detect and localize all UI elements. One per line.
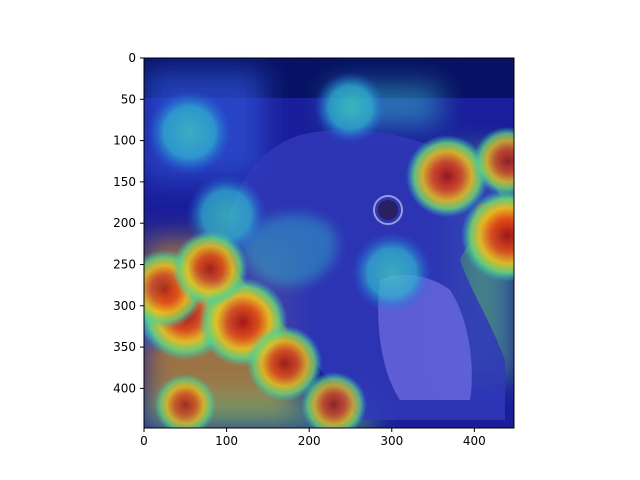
hotspot-6	[405, 134, 489, 218]
hotspot-7	[473, 126, 514, 196]
x-axis: 0 100 200 300 400	[140, 428, 486, 448]
y-axis: 0 50 100 150 200 250 300 350 400	[113, 51, 144, 395]
bird-eye-ring	[373, 195, 403, 225]
hotspot-4	[172, 230, 248, 307]
x-tick-label: 0	[140, 434, 148, 448]
y-tick-label: 250	[113, 257, 136, 271]
plot-area	[144, 58, 514, 428]
y-tick-label: 400	[113, 381, 136, 395]
cool-region-3	[314, 71, 387, 144]
plot-frame	[143, 57, 515, 429]
x-tick-label: 100	[215, 434, 238, 448]
x-tick-label: 400	[463, 434, 486, 448]
hotspot-8	[301, 372, 367, 428]
y-tick-label: 200	[113, 216, 136, 230]
x-tick-label: 300	[380, 434, 403, 448]
y-tick-label: 0	[128, 51, 136, 65]
cool-region-0	[146, 89, 233, 176]
bird-cheek-cyan	[240, 214, 337, 286]
cool-region-1	[351, 232, 433, 314]
hotspot-5	[461, 189, 514, 282]
y-tick-label: 300	[113, 299, 136, 313]
hotspot-3	[246, 325, 323, 402]
y-tick-label: 350	[113, 340, 136, 354]
y-tick-label: 100	[113, 134, 136, 148]
bird-eye	[378, 200, 398, 220]
hotspots	[144, 126, 514, 428]
y-tick-label: 50	[121, 92, 136, 106]
hotspot-9	[154, 373, 217, 428]
x-tick-label: 200	[298, 434, 321, 448]
y-tick-label: 150	[113, 175, 136, 189]
